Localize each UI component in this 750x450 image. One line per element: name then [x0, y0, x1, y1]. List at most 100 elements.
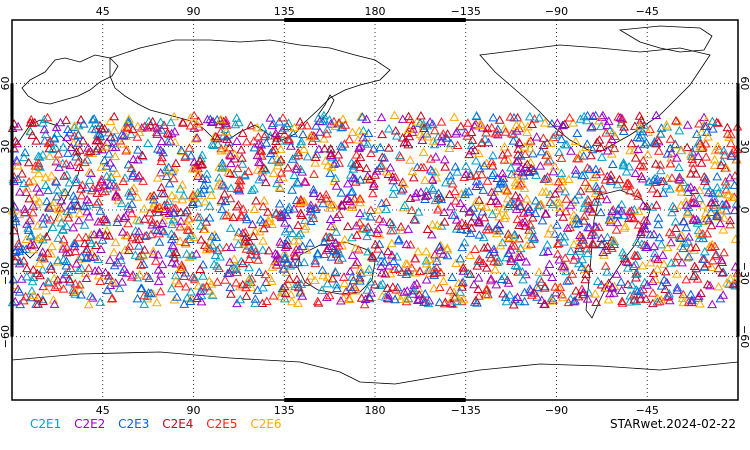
observation-marker — [318, 198, 328, 208]
observation-marker — [324, 232, 334, 241]
observation-marker — [305, 131, 316, 141]
observation-marker — [347, 202, 357, 212]
observation-marker — [87, 115, 98, 124]
observation-marker — [128, 168, 139, 178]
observation-marker — [328, 200, 339, 209]
observation-marker — [254, 174, 265, 184]
observation-marker — [50, 282, 60, 292]
observation-marker — [156, 125, 167, 134]
observation-marker — [500, 127, 511, 136]
observation-marker — [422, 224, 433, 233]
observation-marker — [629, 295, 640, 304]
observation-marker — [270, 130, 280, 140]
observation-marker — [474, 163, 485, 173]
observation-marker — [500, 292, 511, 301]
observation-marker — [84, 175, 95, 184]
observation-marker — [506, 256, 516, 265]
observation-marker — [513, 155, 523, 164]
observation-marker — [474, 254, 485, 263]
observation-marker — [630, 121, 640, 130]
left-latitude-label: 0 — [0, 207, 12, 214]
observation-marker — [381, 204, 392, 213]
observation-marker — [331, 279, 342, 289]
observation-marker — [624, 206, 635, 216]
observation-marker — [675, 233, 686, 242]
observation-marker — [554, 183, 565, 193]
observation-marker — [623, 178, 634, 187]
observation-marker — [214, 119, 225, 129]
observation-marker — [344, 134, 355, 144]
observation-marker — [241, 291, 252, 300]
observation-marker — [488, 150, 498, 160]
bottom-longitude-label: 45 — [96, 404, 110, 417]
observation-marker — [19, 204, 30, 213]
observation-marker — [632, 268, 642, 278]
observation-marker — [661, 277, 672, 287]
observation-marker — [573, 258, 584, 268]
observation-marker — [241, 214, 252, 224]
observation-marker — [399, 178, 409, 188]
observation-marker — [274, 198, 285, 208]
observation-marker — [527, 119, 537, 128]
observation-marker — [380, 268, 391, 278]
bottom-longitude-label: 90 — [187, 404, 201, 417]
observation-marker — [45, 136, 56, 145]
observation-marker — [198, 259, 208, 269]
observation-marker — [431, 253, 442, 262]
observation-marker — [167, 240, 178, 250]
observation-marker — [33, 158, 44, 168]
observation-marker — [215, 127, 226, 136]
observation-marker — [446, 175, 456, 185]
observation-marker — [330, 266, 341, 276]
observation-marker — [512, 261, 523, 270]
observation-marker — [428, 136, 439, 145]
observation-marker — [553, 283, 564, 292]
observation-marker — [624, 297, 635, 306]
observation-marker — [116, 255, 126, 265]
observation-marker — [188, 190, 198, 200]
observation-marker — [388, 175, 399, 185]
observation-marker — [84, 211, 95, 221]
observation-marker — [359, 299, 370, 309]
observation-marker — [686, 168, 696, 178]
observation-marker — [50, 176, 61, 185]
observation-marker — [237, 279, 248, 289]
observation-marker — [101, 217, 112, 226]
observation-marker — [568, 118, 579, 127]
observation-marker — [713, 212, 724, 221]
observation-marker — [502, 193, 513, 203]
left-latitude-label: −30 — [0, 262, 12, 285]
observation-marker — [399, 137, 410, 147]
observation-marker — [26, 292, 36, 302]
observation-marker — [637, 260, 648, 270]
observation-marker — [570, 295, 580, 305]
observation-marker — [494, 219, 505, 228]
observation-marker — [240, 232, 251, 241]
observation-marker — [285, 261, 296, 270]
observation-marker — [381, 197, 392, 207]
observation-marker — [278, 112, 288, 122]
observation-marker — [10, 136, 21, 145]
observation-marker — [682, 209, 693, 218]
observation-marker — [565, 246, 576, 256]
observation-marker — [570, 194, 580, 204]
observation-marker — [259, 163, 269, 172]
observation-marker — [325, 168, 336, 177]
observation-marker — [202, 169, 212, 178]
observation-marker — [560, 139, 570, 149]
observation-marker — [578, 287, 589, 296]
observation-marker — [537, 215, 548, 225]
observation-marker — [683, 202, 694, 212]
observation-marker — [421, 258, 432, 268]
observation-marker — [46, 171, 57, 180]
observation-marker — [719, 247, 729, 257]
observation-marker — [573, 189, 584, 199]
observation-marker — [305, 271, 316, 280]
observation-marker — [43, 276, 53, 286]
observation-marker — [449, 210, 460, 219]
observation-marker — [109, 132, 120, 142]
observation-marker — [136, 123, 147, 132]
observation-marker — [151, 297, 162, 307]
observation-marker — [694, 118, 704, 128]
observation-marker — [379, 257, 390, 266]
